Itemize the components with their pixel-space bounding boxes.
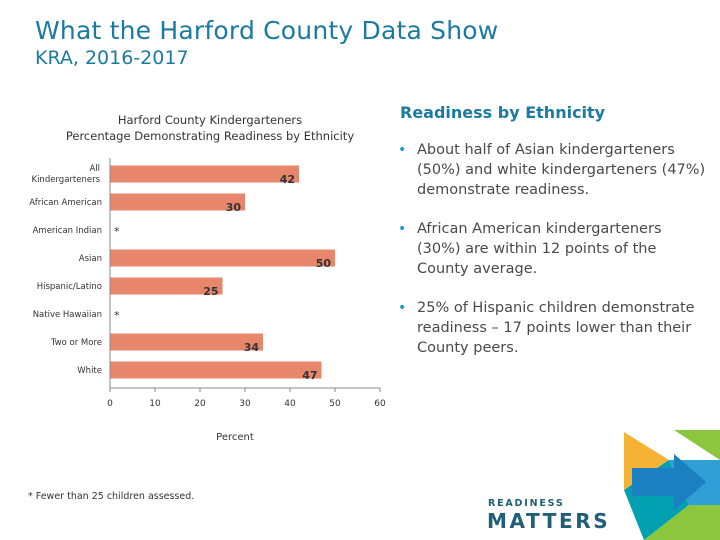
- logo-text-readiness: READINESS: [488, 498, 565, 509]
- x-axis-label: Percent: [216, 432, 254, 440]
- category-label: Two or More: [50, 338, 102, 348]
- category-label: All: [89, 164, 100, 174]
- data-label: 34: [244, 341, 260, 354]
- chart-title: Harford County Kindergarteners Percentag…: [30, 112, 390, 144]
- category-label: Hispanic/Latino: [37, 282, 102, 292]
- category-label: African American: [29, 198, 102, 208]
- data-label: *: [114, 309, 120, 322]
- category-label: Native Hawaiian: [33, 310, 102, 320]
- x-tick-label: 30: [239, 399, 251, 409]
- data-label: *: [114, 225, 120, 238]
- bullet-list: • About half of Asian kindergarteners (50…: [396, 140, 708, 377]
- bullet-icon: •: [398, 300, 407, 316]
- bullet-text: 25% of Hispanic children demonstrate rea…: [417, 300, 695, 356]
- chart-title-line1: Harford County Kindergarteners: [117, 113, 303, 127]
- page-subtitle: KRA, 2016-2017: [35, 47, 189, 69]
- bullet-icon: •: [398, 221, 407, 237]
- bar: [110, 249, 335, 267]
- chart-title-line2: Percentage Demonstrating Readiness by Et…: [65, 129, 355, 143]
- category-label: Kindergarteners: [32, 175, 101, 185]
- logo-arrow: [632, 454, 706, 510]
- readiness-matters-logo-graphic: [624, 430, 720, 540]
- data-label: 25: [203, 285, 218, 298]
- data-label: 50: [316, 257, 332, 270]
- bullet-item: • African American kindergarteners (30%) …: [396, 219, 708, 279]
- bar: [110, 333, 263, 351]
- bullet-text: African American kindergarteners (30%) a…: [417, 221, 662, 277]
- logo-shape-a: [629, 430, 720, 460]
- bar: [110, 193, 245, 211]
- category-label: American Indian: [33, 226, 102, 236]
- logo-shape-e: [644, 505, 720, 540]
- x-tick-label: 60: [374, 399, 386, 409]
- bullet-item: • 25% of Hispanic children demonstrate re…: [396, 298, 708, 358]
- x-tick-label: 20: [194, 399, 206, 409]
- page-title: What the Harford County Data Show: [35, 16, 499, 45]
- x-tick-label: 40: [284, 399, 296, 409]
- data-label: 30: [226, 201, 242, 214]
- x-tick-label: 50: [329, 399, 341, 409]
- logo-text-matters: MATTERS: [487, 509, 611, 533]
- side-title: Readiness by Ethnicity: [400, 103, 606, 122]
- bullet-icon: •: [398, 142, 407, 158]
- data-label: 42: [280, 173, 295, 186]
- category-label: White: [77, 366, 102, 376]
- x-tick-label: 10: [149, 399, 161, 409]
- bullet-text: About half of Asian kindergarteners (50%…: [417, 142, 706, 198]
- bar: [110, 277, 223, 295]
- chart-footnote: * Fewer than 25 children assessed.: [28, 491, 195, 502]
- bar: [110, 165, 299, 183]
- data-label: 47: [302, 369, 317, 382]
- bullet-item: • About half of Asian kindergarteners (50…: [396, 140, 708, 200]
- x-tick-label: 0: [107, 399, 113, 409]
- category-label: Asian: [79, 254, 102, 264]
- bar: [110, 361, 322, 379]
